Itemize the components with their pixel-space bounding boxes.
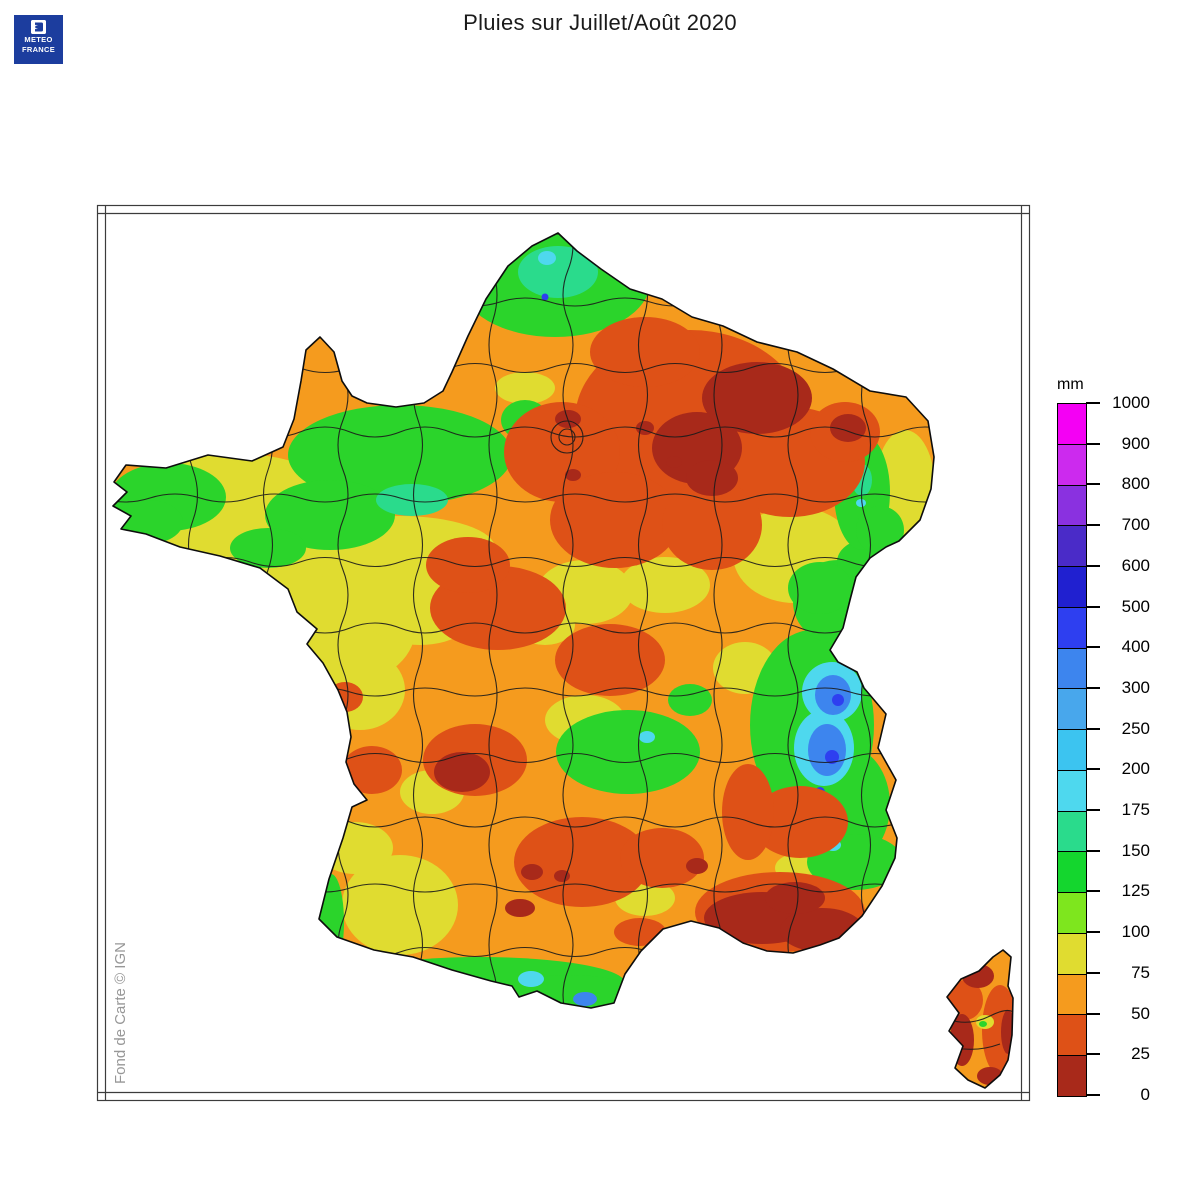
legend-segment: [1058, 974, 1086, 1016]
legend-segment: [1058, 526, 1086, 568]
france-mainland-outline: [112, 232, 935, 1009]
rainfall-zones: [113, 233, 1013, 1088]
legend-segment: [1058, 404, 1086, 445]
legend-segment: [1058, 648, 1086, 690]
legend-unit-label: mm: [1057, 376, 1084, 393]
logo-text-meteo: METEO: [24, 35, 53, 44]
legend-segment: [1058, 730, 1086, 771]
meteo-france-logo-icon: [31, 20, 46, 34]
map-attribution: Fond de Carte © IGN: [112, 942, 129, 1084]
legend-segment: [1058, 933, 1086, 975]
legend-segment: [1058, 485, 1086, 527]
corsica-outline: [946, 949, 1014, 1089]
legend-segment: [1058, 852, 1086, 894]
logo-text-france: FRANCE: [21, 45, 56, 54]
meteo-france-logo: METEO FRANCE: [14, 15, 63, 64]
legend-segment: [1058, 811, 1086, 853]
legend-segment: [1058, 770, 1086, 812]
coastline-outline: [112, 232, 1014, 1089]
legend-segment: [1058, 689, 1086, 731]
legend-segment: [1058, 567, 1086, 608]
legend-segment: [1058, 1015, 1086, 1057]
legend-segment: [1058, 1056, 1086, 1097]
map-title: Pluies sur Juillet/Août 2020: [463, 10, 737, 35]
legend-segment: [1058, 893, 1086, 934]
map-frame: [96, 204, 1031, 1102]
legend-segment: [1058, 444, 1086, 486]
legend-segment: [1058, 607, 1086, 649]
legend-color-bar: [1057, 403, 1087, 1097]
